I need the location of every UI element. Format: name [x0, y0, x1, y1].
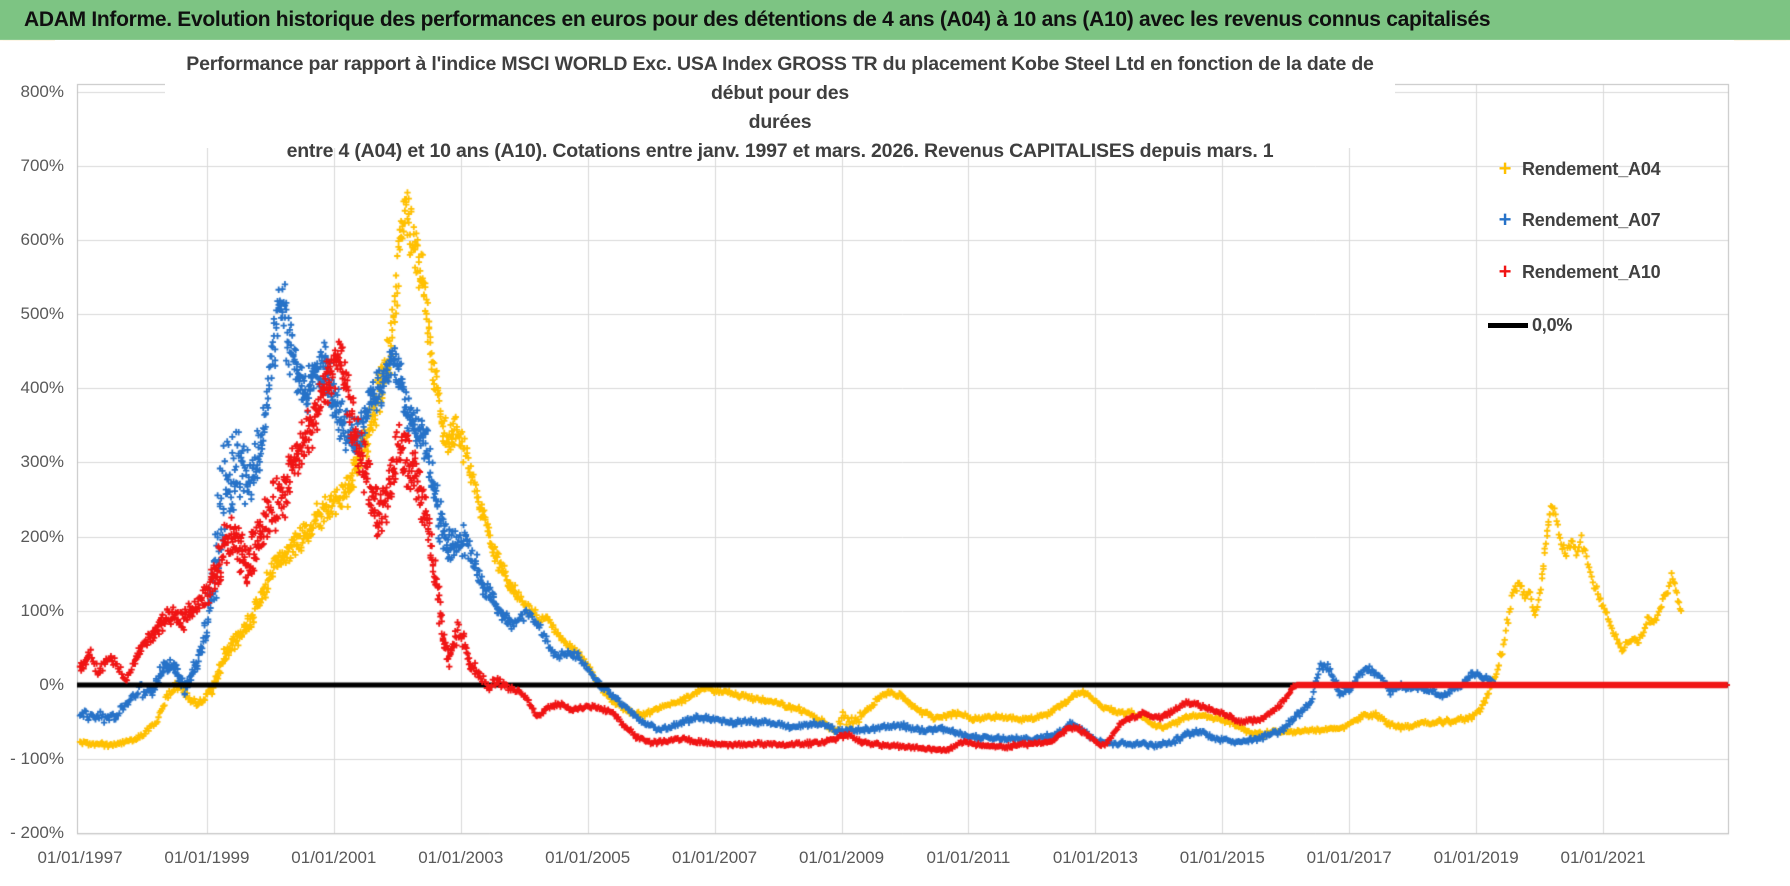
y-tick-label: 100%	[20, 600, 64, 620]
legend-item-zero-line: 0,0%	[1488, 312, 1572, 338]
x-tick-label: 01/01/1999	[164, 848, 250, 867]
x-tick-label: 01/01/2005	[545, 848, 631, 867]
legend-label: Rendement_A04	[1522, 158, 1661, 179]
chart-title-line-1: Performance par rapport à l'indice MSCI …	[186, 53, 1374, 104]
chart-title: Performance par rapport à l'indice MSCI …	[165, 50, 1395, 162]
x-tick-label: 01/01/2001	[291, 848, 377, 867]
legend-label: Rendement_A10	[1522, 261, 1661, 282]
plus-marker-icon: +	[1498, 156, 1512, 181]
y-tick-label: 500%	[20, 304, 64, 324]
y-tick-label: 800%	[20, 81, 64, 101]
x-tick-label: 01/01/2017	[1306, 848, 1392, 867]
x-tick-label: 01/01/2003	[418, 848, 504, 867]
x-tick-label: 01/01/2015	[1179, 848, 1265, 867]
x-tick-label: 01/01/2009	[798, 848, 885, 867]
zero-line-icon	[1488, 322, 1528, 328]
legend-item-rendement-a07: + Rendement_A07	[1488, 207, 1661, 233]
y-tick-label: - 200%	[10, 823, 64, 843]
legend-label: 0,0%	[1532, 314, 1573, 335]
legend-item-rendement-a10: + Rendement_A10	[1488, 259, 1661, 285]
x-tick-label: 01/01/2007	[672, 848, 758, 867]
y-tick-label: 400%	[20, 378, 64, 398]
x-tick-label: 01/01/2019	[1433, 848, 1519, 867]
y-tick-label: 200%	[20, 526, 64, 546]
y-tick-label: - 100%	[10, 749, 64, 769]
y-tick-label: 700%	[20, 155, 64, 175]
x-tick-label: 01/01/2021	[1560, 848, 1646, 867]
plus-marker-icon: +	[1498, 259, 1512, 284]
chart-title-line-3: entre 4 (A04) et 10 ans (A10). Cotations…	[286, 140, 1274, 162]
plus-marker-icon: +	[1498, 207, 1512, 232]
y-tick-label: 600%	[20, 229, 64, 249]
chart-title-line-2: durées	[748, 111, 812, 133]
x-tick-label: 01/01/1997	[37, 848, 123, 867]
x-tick-label: 01/01/2011	[926, 848, 1011, 867]
y-tick-label: 0%	[39, 675, 64, 694]
y-tick-label: 300%	[20, 452, 64, 472]
legend-label: Rendement_A07	[1522, 209, 1661, 230]
x-tick-label: 01/01/2013	[1052, 848, 1138, 867]
legend-item-rendement-a04: + Rendement_A04	[1488, 156, 1661, 182]
